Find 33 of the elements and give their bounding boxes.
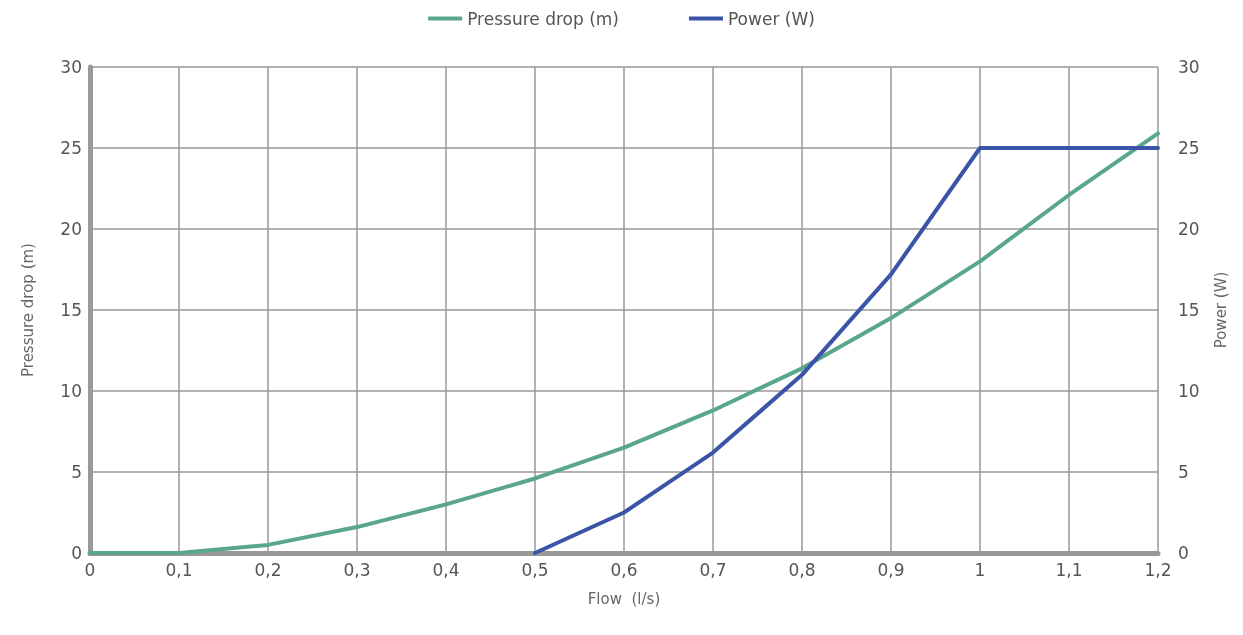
x-tick-label: 0,5 [521, 559, 549, 580]
y2-tick-label: 10 [1178, 381, 1200, 401]
x-tick-label: 0,4 [432, 559, 460, 580]
x-tick-label: 1,1 [1055, 559, 1083, 580]
y-axis-title: Pressure drop (m) [18, 243, 37, 377]
y-tick-label: 30 [60, 57, 82, 77]
x-tick-label: 0,9 [877, 559, 905, 580]
x-tick-label: 0,7 [699, 559, 727, 580]
y2-tick-label: 25 [1178, 138, 1200, 158]
legend-label: Power (W) [727, 8, 815, 29]
y-tick-label: 20 [60, 219, 82, 239]
y2-tick-label: 30 [1178, 57, 1200, 77]
y-tick-label: 5 [71, 462, 82, 482]
x-tick-label: 0,3 [343, 559, 371, 580]
y-tick-label: 15 [60, 300, 82, 320]
x-tick-label: 0,8 [788, 559, 816, 580]
y2-tick-label: 15 [1178, 300, 1200, 320]
y-tick-label: 0 [71, 543, 82, 563]
x-axis-title: Flow (l/s) [587, 589, 661, 608]
y-tick-label: 10 [60, 381, 82, 401]
x-tick-label: 0,2 [254, 559, 282, 580]
x-tick-label: 0,6 [610, 559, 638, 580]
x-tick-label: 1 [974, 559, 986, 580]
legend-label: Pressure drop (m) [467, 8, 619, 29]
x-tick-label: 1,2 [1144, 559, 1172, 580]
y2-axis-title: Power (W) [1211, 271, 1230, 349]
x-tick-label: 0,1 [165, 559, 193, 580]
y2-tick-label: 20 [1178, 219, 1200, 239]
y2-tick-label: 5 [1178, 462, 1189, 482]
y-tick-label: 25 [60, 138, 82, 158]
line-series [533, 146, 1160, 555]
x-tick-label: 0 [84, 559, 96, 580]
y2-tick-label: 0 [1178, 543, 1189, 563]
